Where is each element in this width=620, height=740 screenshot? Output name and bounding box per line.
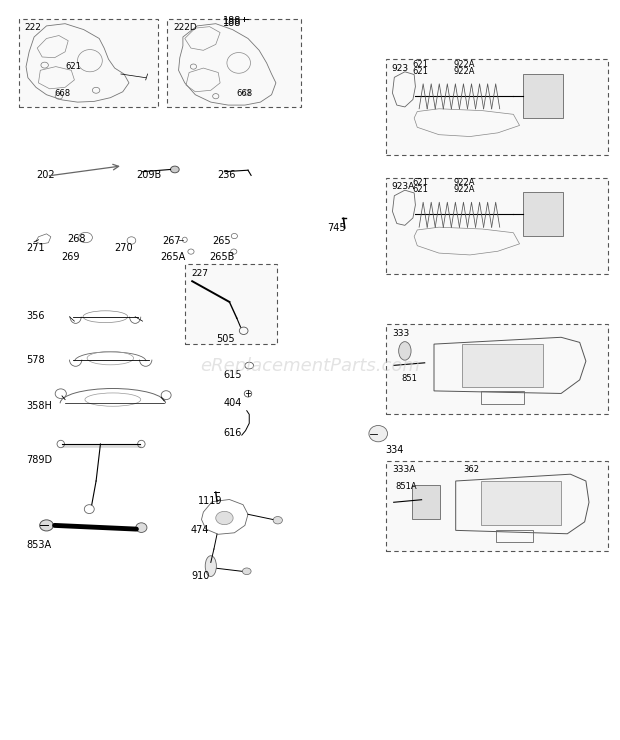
Text: 923A: 923A [392, 182, 415, 191]
Text: 621: 621 [412, 185, 428, 194]
Text: 222D: 222D [174, 23, 197, 32]
Ellipse shape [273, 517, 282, 524]
Text: 910: 910 [191, 571, 210, 582]
Text: 270: 270 [115, 243, 133, 253]
Text: 269: 269 [61, 252, 79, 262]
Text: 358H: 358H [26, 401, 52, 411]
Text: 404: 404 [223, 398, 242, 408]
Text: 923: 923 [392, 64, 409, 73]
FancyBboxPatch shape [386, 178, 608, 274]
Text: 188: 188 [223, 18, 242, 28]
Text: 789D: 789D [26, 455, 52, 465]
Bar [462, 344, 542, 386]
Text: 265A: 265A [160, 252, 185, 262]
Text: 362: 362 [464, 465, 480, 474]
Ellipse shape [242, 568, 251, 575]
Text: 621: 621 [412, 60, 428, 69]
Text: 227: 227 [191, 269, 208, 278]
Ellipse shape [216, 511, 233, 525]
Text: 668: 668 [55, 89, 71, 98]
Text: 621: 621 [412, 67, 428, 76]
Text: 356: 356 [26, 311, 45, 321]
Text: 745: 745 [327, 223, 345, 234]
Text: 616: 616 [223, 428, 242, 438]
Text: 621: 621 [412, 178, 428, 187]
Ellipse shape [170, 166, 179, 173]
Text: 265: 265 [212, 236, 231, 246]
Text: 922A: 922A [454, 67, 476, 76]
Text: 236: 236 [217, 170, 236, 181]
FancyBboxPatch shape [185, 264, 277, 344]
Bar [412, 485, 440, 519]
Text: 265B: 265B [210, 252, 235, 262]
Text: 1119: 1119 [198, 496, 223, 506]
FancyBboxPatch shape [167, 18, 301, 107]
Text: 621: 621 [65, 62, 81, 71]
Text: 209B: 209B [136, 170, 162, 181]
Text: 505: 505 [216, 334, 234, 345]
Bar [523, 74, 563, 118]
Text: eReplacementParts.com: eReplacementParts.com [200, 357, 420, 375]
Text: 615: 615 [223, 370, 242, 380]
FancyBboxPatch shape [386, 324, 608, 414]
Ellipse shape [399, 342, 411, 360]
Text: 268: 268 [67, 234, 86, 244]
Bar [480, 481, 561, 525]
Ellipse shape [40, 519, 53, 531]
Text: 922A: 922A [454, 60, 476, 69]
Text: 222: 222 [25, 23, 42, 32]
Bar [523, 192, 563, 237]
FancyBboxPatch shape [386, 59, 608, 155]
Text: 271: 271 [26, 243, 45, 253]
Text: 267: 267 [162, 236, 181, 246]
Ellipse shape [136, 523, 147, 533]
Text: 922A: 922A [454, 185, 476, 194]
Text: 474: 474 [191, 525, 210, 536]
Text: 578: 578 [26, 355, 45, 366]
Text: 334: 334 [386, 445, 404, 456]
Text: 668: 668 [237, 89, 253, 98]
Text: 333: 333 [392, 329, 409, 337]
FancyBboxPatch shape [19, 18, 158, 107]
FancyBboxPatch shape [386, 461, 608, 551]
Ellipse shape [369, 425, 388, 442]
Text: 333A: 333A [392, 465, 415, 474]
Text: 188: 188 [223, 16, 242, 27]
Text: 922A: 922A [454, 178, 476, 187]
Text: 851A: 851A [396, 482, 417, 491]
Text: 851: 851 [402, 374, 418, 383]
Ellipse shape [205, 556, 216, 576]
Text: 202: 202 [36, 170, 55, 181]
Text: 853A: 853A [26, 540, 51, 551]
